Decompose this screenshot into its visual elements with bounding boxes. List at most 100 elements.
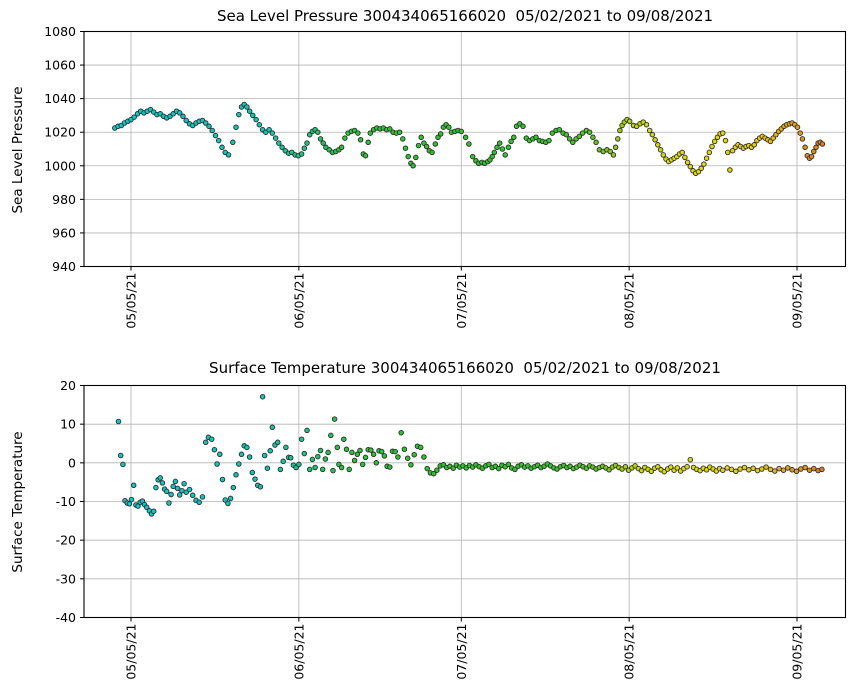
data-point xyxy=(230,484,237,491)
data-point xyxy=(763,464,769,470)
data-point xyxy=(408,462,414,468)
data-point xyxy=(328,432,334,439)
data-point xyxy=(249,469,256,476)
data-point xyxy=(387,126,393,132)
data-point xyxy=(615,136,621,142)
pressure-chart-title: Sea Level Pressure 300434065166020 05/02… xyxy=(216,7,714,25)
data-point xyxy=(357,137,364,143)
x-tick-label: 07/05/21 xyxy=(454,273,469,329)
data-point xyxy=(266,126,272,133)
data-point xyxy=(269,130,276,136)
data-point xyxy=(236,111,242,118)
data-point xyxy=(741,464,748,471)
data-point xyxy=(298,436,305,442)
data-point xyxy=(227,495,234,502)
data-point xyxy=(813,144,819,151)
x-tick-label: 07/05/21 xyxy=(454,624,469,680)
data-point xyxy=(387,464,393,470)
data-point xyxy=(610,152,617,158)
data-point xyxy=(808,153,815,160)
y-tick-label: 10 xyxy=(60,417,76,432)
data-point xyxy=(208,436,215,442)
data-point xyxy=(593,139,599,146)
data-point xyxy=(724,149,731,156)
data-point xyxy=(225,500,231,507)
y-tick-label: -30 xyxy=(56,571,76,586)
y-tick-label: 0 xyxy=(68,455,76,470)
data-point xyxy=(570,139,576,146)
data-point xyxy=(214,461,220,467)
data-point xyxy=(202,120,209,126)
data-point xyxy=(566,136,573,142)
data-point xyxy=(272,135,279,141)
data-point xyxy=(400,136,406,142)
data-point xyxy=(168,491,174,498)
data-point xyxy=(682,154,688,161)
x-tick-label: 05/05/21 xyxy=(124,273,139,329)
data-point xyxy=(794,124,801,130)
data-point xyxy=(495,465,502,472)
data-point xyxy=(212,132,219,139)
data-point xyxy=(181,480,187,487)
data-point xyxy=(277,466,284,473)
data-point xyxy=(684,463,690,470)
data-point xyxy=(819,141,826,147)
data-point xyxy=(469,153,476,160)
data-point xyxy=(320,140,326,146)
data-point xyxy=(267,448,273,454)
data-point xyxy=(638,467,645,474)
data-point xyxy=(304,140,310,146)
data-point xyxy=(429,149,435,156)
temperature-chart-title: Surface Temperature 300434065166020 05/0… xyxy=(209,359,721,377)
data-point xyxy=(607,148,613,155)
data-point xyxy=(462,134,469,141)
y-tick-label: 940 xyxy=(52,259,76,274)
y-tick-label: 1060 xyxy=(44,58,76,73)
data-point xyxy=(494,144,500,151)
data-point xyxy=(298,151,305,157)
data-point xyxy=(802,144,808,151)
data-point xyxy=(180,113,186,120)
data-point xyxy=(421,454,427,460)
data-point xyxy=(502,152,508,158)
data-point xyxy=(115,418,122,425)
data-point xyxy=(315,453,321,460)
data-point xyxy=(312,464,318,471)
data-point xyxy=(759,466,765,472)
data-point xyxy=(199,494,206,500)
data-point xyxy=(306,466,313,473)
data-point xyxy=(244,104,250,110)
data-point xyxy=(646,127,653,134)
data-point xyxy=(424,465,430,472)
data-point xyxy=(811,465,817,472)
data-point xyxy=(432,141,439,147)
data-point xyxy=(785,465,791,471)
data-point xyxy=(579,130,586,136)
data-point xyxy=(331,416,338,422)
data-point xyxy=(799,136,806,142)
data-point xyxy=(256,121,263,128)
data-point xyxy=(166,500,172,506)
data-point xyxy=(520,123,526,130)
data-point xyxy=(343,446,350,453)
data-point xyxy=(172,478,179,485)
data-point xyxy=(556,126,563,133)
data-point xyxy=(728,466,735,473)
data-point xyxy=(280,458,286,465)
data-point xyxy=(402,145,409,151)
data-point xyxy=(733,468,739,475)
data-point xyxy=(338,464,345,471)
x-tick-label: 09/05/21 xyxy=(790,273,805,329)
data-point xyxy=(508,138,514,145)
data-point xyxy=(325,449,331,456)
data-point xyxy=(410,163,416,169)
data-point xyxy=(317,136,324,142)
data-point xyxy=(319,466,326,473)
data-point xyxy=(349,449,355,456)
data-point xyxy=(727,167,733,173)
data-point xyxy=(309,456,316,463)
x-tick-label: 06/05/21 xyxy=(291,273,306,329)
plot-border xyxy=(83,30,847,268)
x-tick-label: 08/05/21 xyxy=(622,273,637,329)
data-point xyxy=(322,456,329,462)
